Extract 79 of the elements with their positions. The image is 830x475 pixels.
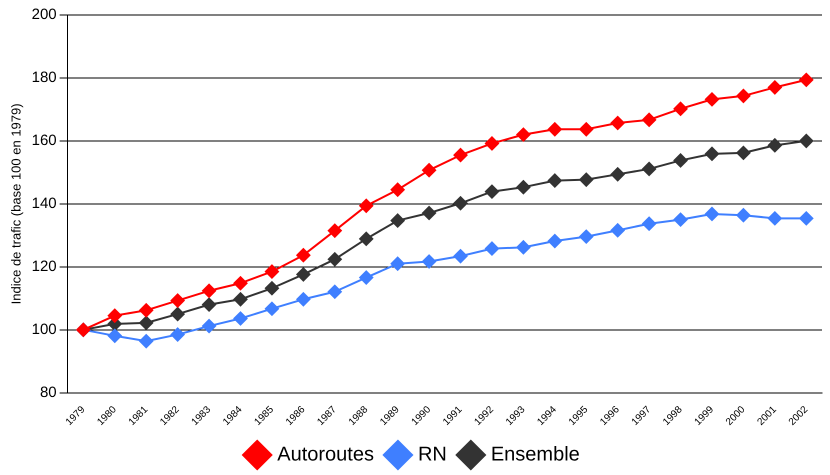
point — [422, 206, 436, 220]
point — [642, 112, 656, 127]
point — [422, 163, 436, 178]
point — [674, 212, 688, 227]
y-tick-label: 200 — [32, 6, 57, 24]
point — [516, 180, 530, 194]
point — [422, 254, 436, 269]
point — [736, 88, 750, 103]
point — [484, 242, 499, 256]
point — [610, 223, 625, 238]
legend-label: Autoroutes — [277, 444, 374, 466]
point — [328, 252, 342, 266]
y-tick-label: 80 — [40, 384, 57, 401]
point — [768, 211, 782, 226]
point — [548, 234, 562, 248]
point — [328, 284, 342, 299]
point — [170, 307, 185, 322]
point — [170, 294, 185, 308]
y-tick-label: 120 — [32, 258, 57, 275]
point — [548, 122, 562, 136]
point — [674, 153, 688, 168]
point — [768, 80, 782, 94]
point — [736, 146, 750, 160]
point — [202, 284, 216, 298]
point — [139, 303, 154, 318]
point — [704, 206, 719, 221]
point — [674, 102, 688, 116]
point — [704, 146, 719, 161]
point — [516, 240, 530, 254]
point — [264, 264, 279, 279]
point — [296, 292, 310, 306]
point — [359, 270, 374, 285]
point — [799, 72, 814, 87]
point — [642, 216, 656, 231]
point — [454, 196, 468, 210]
point — [328, 224, 342, 238]
point — [202, 319, 216, 334]
point — [390, 182, 405, 197]
point — [799, 211, 814, 226]
point — [579, 230, 594, 244]
point — [579, 172, 594, 187]
point — [234, 276, 248, 290]
point — [170, 328, 185, 342]
y-tick-label: 100 — [32, 320, 57, 338]
point — [704, 92, 719, 106]
legend-label: Ensemble — [490, 444, 580, 466]
y-tick-label: 140 — [32, 195, 57, 212]
point — [296, 267, 310, 282]
point — [454, 148, 468, 162]
point — [264, 281, 279, 296]
point — [610, 167, 625, 182]
point — [454, 249, 468, 264]
point — [359, 198, 374, 213]
point — [139, 334, 154, 348]
point — [264, 302, 279, 316]
point — [390, 214, 405, 228]
point — [484, 136, 499, 150]
point — [799, 134, 814, 148]
point — [234, 311, 248, 326]
y-tick-label: 180 — [32, 69, 57, 86]
point — [108, 328, 122, 343]
point — [296, 248, 310, 262]
y-axis-title: Indice de trafic (base 100 en 1979) — [8, 103, 24, 304]
point — [139, 316, 154, 330]
point — [642, 162, 656, 176]
legend-label: RN — [418, 444, 447, 466]
point — [579, 122, 594, 136]
point — [359, 232, 374, 246]
point — [736, 208, 750, 222]
point — [202, 298, 216, 312]
point — [516, 128, 530, 142]
point — [234, 292, 248, 306]
y-tick-label: 160 — [32, 132, 57, 150]
point — [484, 184, 499, 199]
point — [108, 308, 122, 323]
point — [610, 116, 625, 130]
point — [768, 138, 782, 152]
point — [548, 174, 562, 188]
point — [390, 256, 405, 271]
